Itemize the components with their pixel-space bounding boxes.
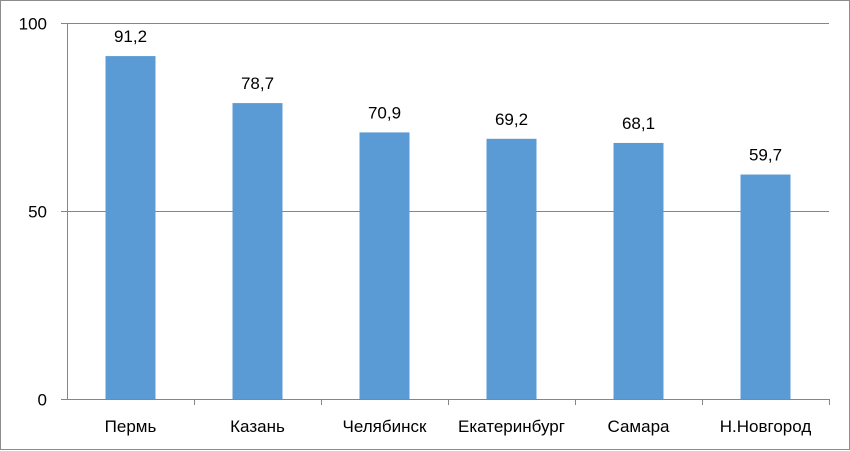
y-tick-label: 0 [38, 391, 47, 410]
category-label: Самара [608, 417, 671, 436]
category-labels: Пермь Казань Челябинск Екатеринбург Самара Н.… [105, 417, 812, 436]
category-label: Пермь [105, 417, 157, 436]
category-label: Екатеринбург [458, 417, 565, 436]
bars [105, 56, 791, 400]
category-label: Н.Новгород [720, 417, 812, 436]
data-label: 78,7 [241, 74, 274, 93]
bar [105, 56, 156, 399]
y-tick-label: 50 [28, 203, 47, 222]
y-tick-label: 100 [19, 15, 47, 34]
y-axis: 0 50 100 [19, 15, 830, 410]
gridlines [67, 23, 829, 400]
bar [232, 103, 283, 399]
data-label: 59,7 [749, 146, 782, 165]
bar [359, 132, 410, 399]
data-label: 91,2 [114, 27, 147, 46]
bar [740, 174, 791, 399]
data-label: 68,1 [622, 114, 655, 133]
category-label: Казань [230, 417, 285, 436]
data-labels: 91,2 78,7 70,9 69,2 68,1 59,7 [114, 27, 782, 164]
data-label: 69,2 [495, 110, 528, 129]
category-label: Челябинск [343, 417, 427, 436]
bar [613, 142, 664, 399]
bar [486, 138, 537, 400]
data-label: 70,9 [368, 103, 401, 122]
